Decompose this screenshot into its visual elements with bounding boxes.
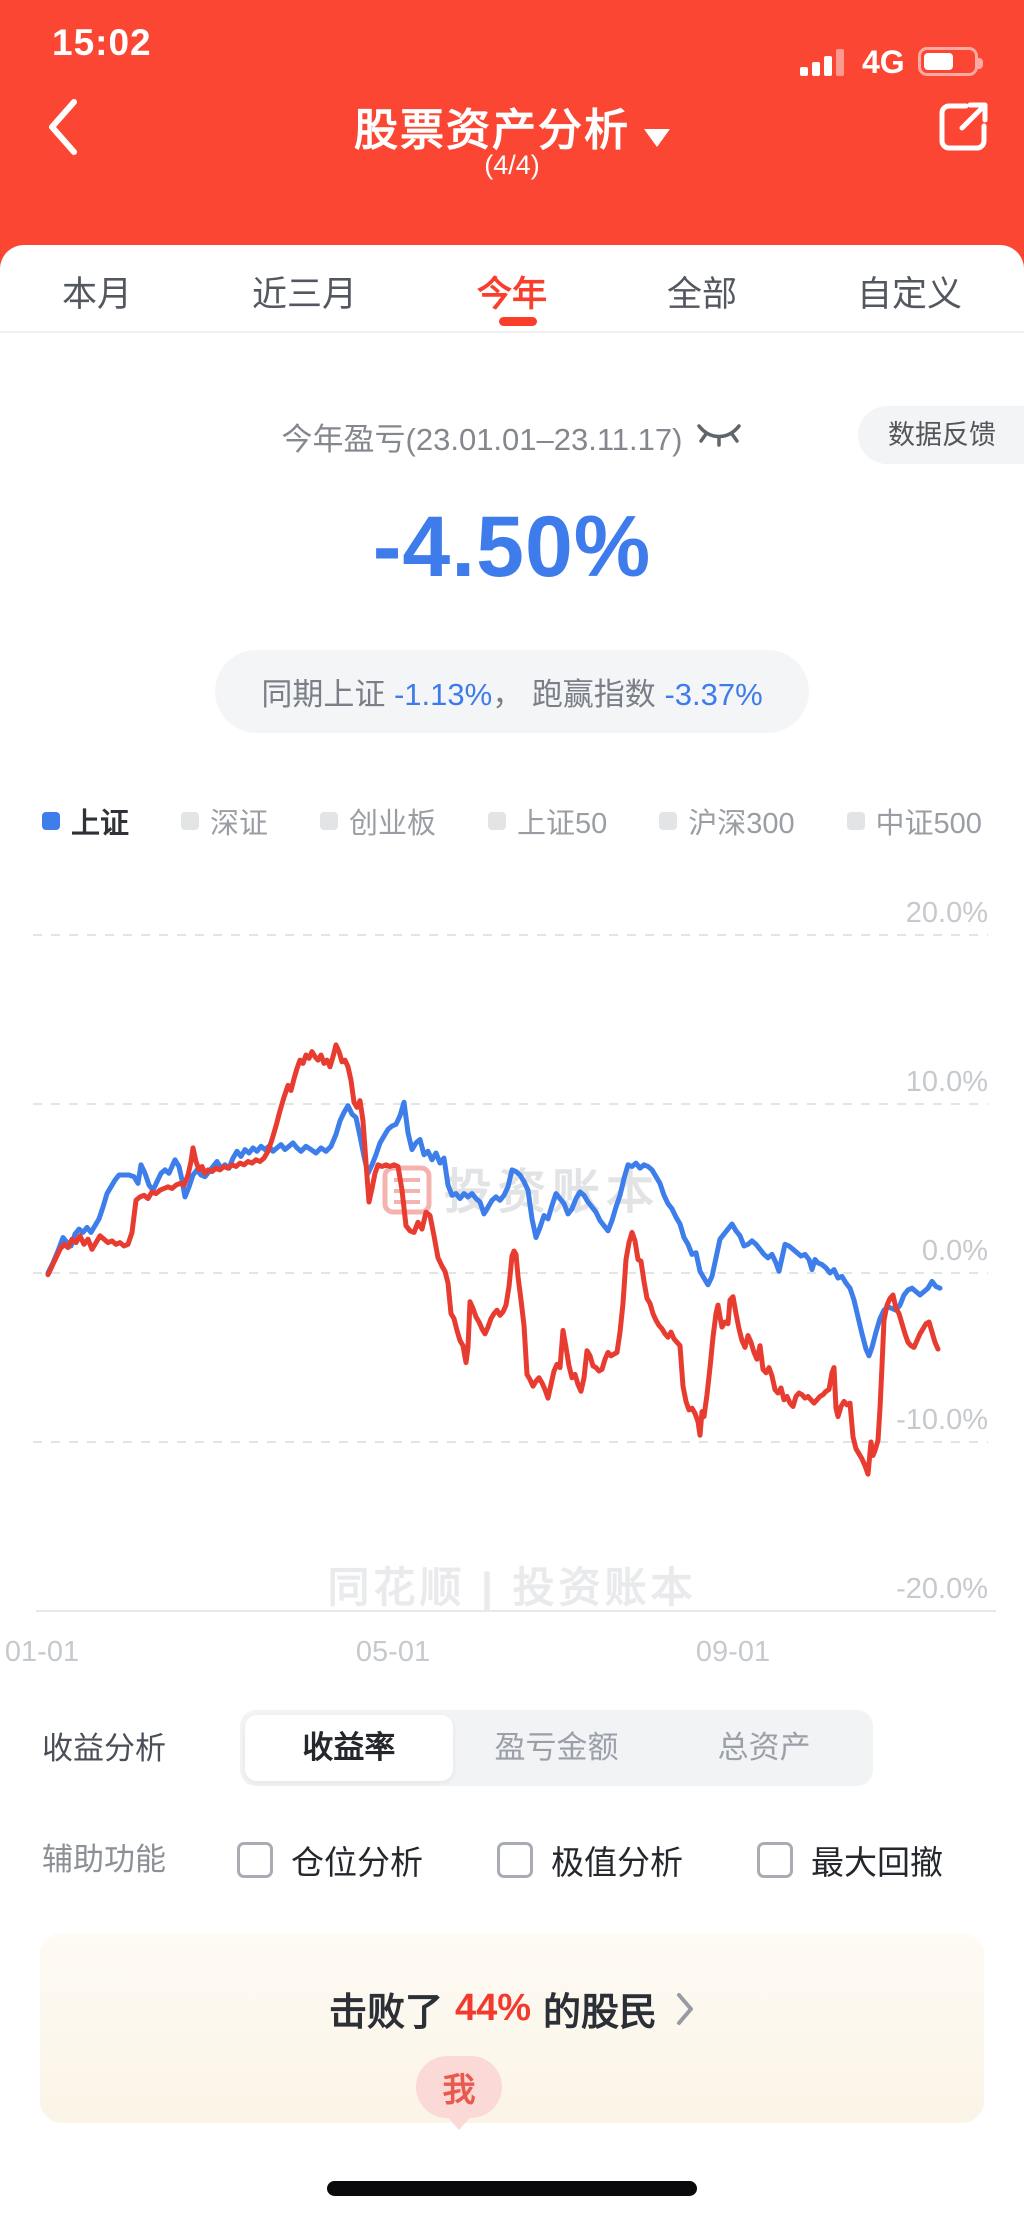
- checkbox-label: 仓位分析: [291, 1844, 423, 1881]
- y-axis-labels: 20.0% 10.0% 0.0% -10.0% -20.0%: [896, 897, 988, 1605]
- segment-total-assets[interactable]: 总资产: [717, 1730, 811, 1765]
- checkbox-max-drawdown[interactable]: 最大回撤: [757, 1836, 943, 1884]
- chevron-right-icon: [677, 1992, 694, 2025]
- data-feedback-button[interactable]: 数据反馈: [858, 406, 1024, 464]
- series-line-收益率: [45, 1042, 941, 1477]
- legend-item-shangzheng[interactable]: 上证: [42, 800, 129, 842]
- legend-label: 深证: [209, 808, 268, 840]
- page-title-text: 股票资产分析: [354, 106, 630, 155]
- tab-this-year[interactable]: 今年: [476, 274, 547, 314]
- legend-item-shenzheng[interactable]: 深证: [180, 800, 268, 842]
- x-tick: 09-01: [695, 1636, 771, 1668]
- network-type: 4G: [862, 44, 905, 80]
- checkbox-icon[interactable]: [237, 1842, 273, 1878]
- page-title[interactable]: 股票资产分析: [0, 94, 1024, 158]
- compare-row: 同期上证 -1.13%， 跑赢指数 -3.37%: [0, 650, 1024, 733]
- me-marker-tail: [445, 2114, 473, 2130]
- outperform-value: -3.37%: [664, 677, 763, 712]
- checkbox-label: 最大回撤: [811, 1844, 943, 1881]
- svg-text:-20.0%: -20.0%: [896, 1573, 988, 1605]
- period-tabs: 本月 近三月 今年 全部 自定义: [0, 252, 1024, 330]
- svg-text:20.0%: 20.0%: [906, 897, 988, 929]
- checkbox-label: 极值分析: [551, 1844, 683, 1881]
- legend-swatch: [180, 812, 199, 830]
- segment-pnl-amount[interactable]: 盈亏金额: [494, 1730, 619, 1765]
- x-tick: 05-01: [355, 1636, 431, 1668]
- tab-this-month[interactable]: 本月: [62, 274, 133, 314]
- metric-segmented-control: 收益率 盈亏金额 总资产: [240, 1710, 873, 1786]
- tab-custom[interactable]: 自定义: [856, 274, 962, 314]
- beat-percent-card[interactable]: 击败了 44% 的股民: [40, 1933, 984, 2123]
- tab-last-3-months[interactable]: 近三月: [251, 274, 357, 314]
- x-axis-labels: 01-01 05-01 09-01: [0, 1636, 1024, 1676]
- beat-prefix: 击败了: [328, 1992, 443, 2034]
- return-line-chart[interactable]: 20.0% 10.0% 0.0% -10.0% -20.0% 投资账本 同花顺 …: [0, 880, 1024, 1640]
- chevron-down-icon: [644, 129, 670, 147]
- legend-swatch: [487, 812, 506, 830]
- analysis-section-label: 收益分析: [42, 1731, 166, 1766]
- legend-label: 创业板: [348, 808, 436, 840]
- legend-label: 上证50: [516, 808, 608, 840]
- active-tab-underline: [499, 317, 537, 326]
- svg-text:-10.0%: -10.0%: [896, 1404, 988, 1436]
- period-summary-row: 今年盈亏(23.01.01–23.11.17): [0, 414, 1024, 459]
- outperform-label: 跑赢指数: [531, 677, 665, 712]
- legend-swatch: [846, 812, 865, 830]
- legend-label: 中证500: [875, 808, 982, 840]
- svg-text:10.0%: 10.0%: [906, 1066, 988, 1098]
- share-icon[interactable]: [936, 98, 992, 154]
- back-button[interactable]: [44, 96, 84, 158]
- aux-section-label: 辅助功能: [42, 1842, 166, 1877]
- home-indicator[interactable]: [327, 2181, 697, 2196]
- legend-item-chuangyeban[interactable]: 创业板: [319, 800, 436, 842]
- period-label: 今年盈亏(23.01.01–23.11.17): [281, 422, 683, 457]
- checkbox-icon[interactable]: [497, 1842, 533, 1878]
- benchmark-compare-pill: 同期上证 -1.13%， 跑赢指数 -3.37%: [215, 650, 809, 733]
- page-subtitle: (4/4): [484, 150, 540, 180]
- legend-label: 上证: [71, 808, 130, 840]
- checkbox-extreme-analysis[interactable]: 极值分析: [497, 1836, 683, 1884]
- tab-all[interactable]: 全部: [666, 274, 737, 314]
- benchmark-label: 同期上证: [261, 677, 394, 712]
- beat-percent: 44%: [454, 1987, 532, 2029]
- legend-item-hushen300[interactable]: 沪深300: [659, 800, 795, 842]
- legend-item-shangzheng50[interactable]: 上证50: [487, 800, 608, 842]
- checkbox-icon[interactable]: [757, 1842, 793, 1878]
- index-legend: 上证 深证 创业板 上证50 沪深300 中证500: [0, 800, 1024, 842]
- gridlines: [33, 934, 996, 1612]
- benchmark-value: -1.13%: [393, 677, 493, 712]
- battery-icon: [918, 47, 983, 76]
- checkbox-position-analysis[interactable]: 仓位分析: [237, 1836, 423, 1884]
- beat-suffix: 的股民: [543, 1992, 658, 2034]
- series-lines: [45, 1042, 943, 1477]
- content-sheet: [0, 245, 1024, 2218]
- total-return-value: -4.50%: [372, 499, 652, 595]
- header: [0, 0, 1024, 290]
- beat-title: 击败了 44% 的股民: [40, 1933, 984, 2036]
- legend-swatch-blue: [42, 812, 60, 830]
- me-marker: 我: [416, 2056, 502, 2118]
- eye-closed-icon[interactable]: [696, 420, 742, 453]
- me-marker-label: 我: [442, 2071, 476, 2108]
- svg-text:0.0%: 0.0%: [922, 1235, 988, 1267]
- segment-return-rate[interactable]: 收益率: [245, 1715, 453, 1781]
- x-tick: 01-01: [4, 1636, 80, 1668]
- legend-item-zhongzheng500[interactable]: 中证500: [846, 800, 982, 842]
- signal-icon: [800, 46, 852, 76]
- compare-separator: ，: [492, 677, 532, 712]
- watermark-bottom: 同花顺 | 投资账本: [327, 1564, 696, 1612]
- divider: [0, 331, 1024, 333]
- status-time: 15:02: [52, 22, 152, 63]
- legend-swatch: [659, 812, 678, 830]
- legend-label: 沪深300: [688, 808, 795, 840]
- legend-swatch: [319, 812, 338, 830]
